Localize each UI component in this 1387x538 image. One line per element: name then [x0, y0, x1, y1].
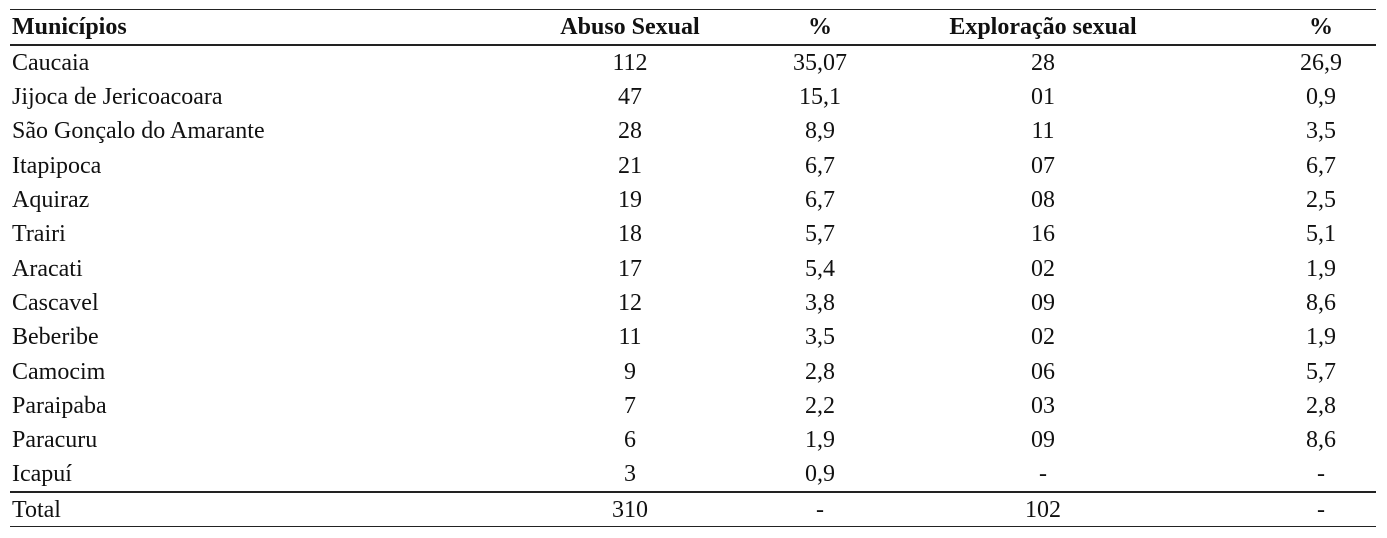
cell-exploracao-percent: 3,5 [1306, 118, 1336, 145]
cell-exploracao-percent: 6,7 [1306, 152, 1336, 179]
cell-exploracao-percent: 5,1 [1306, 221, 1336, 248]
cell-abuso-percent: 2,2 [805, 392, 835, 419]
cell-abuso-percent: 0,9 [805, 461, 835, 488]
cell-exploracao: 03 [1031, 392, 1055, 419]
cell-municipio: Cascavel [12, 289, 99, 316]
table-row: Aracati 17 5,4 02 1,9 [10, 251, 1376, 285]
cell-exploracao: 11 [1031, 118, 1055, 145]
table-row: Aquiraz 19 6,7 08 2,5 [10, 183, 1376, 217]
cell-municipio: Paraipaba [12, 392, 107, 419]
table-total-row: Total 310 - 102 - [10, 491, 1376, 527]
cell-abuso: 21 [618, 152, 642, 179]
cell-abuso-percent: 5,7 [805, 221, 835, 248]
cell-abuso-percent: 3,8 [805, 289, 835, 316]
cell-exploracao: 28 [1031, 50, 1055, 76]
table-row: Paracuru 6 1,9 09 8,6 [10, 423, 1376, 457]
cell-abuso-percent: 6,7 [805, 187, 835, 214]
cell-exploracao-percent: - [1317, 461, 1325, 488]
cell-abuso-percent: 1,9 [805, 427, 835, 454]
cell-exploracao: 01 [1031, 84, 1055, 111]
cell-abuso: 12 [618, 289, 642, 316]
total-abuso-percent: - [750, 491, 910, 527]
cell-abuso: 17 [618, 255, 642, 282]
header-abuso-sexual: Abuso Sexual [470, 9, 750, 46]
cell-exploracao: 06 [1031, 358, 1055, 385]
cell-municipio: Paracuru [12, 427, 98, 454]
cell-exploracao: 16 [1031, 221, 1055, 248]
cell-exploracao: 07 [1031, 152, 1055, 179]
total-abuso: 310 [470, 491, 750, 527]
table-body: Caucaia 112 35,07 28 26,9 Jijoca de Jericoaco… [10, 45, 1376, 492]
cell-municipio: Camocim [12, 358, 106, 385]
cell-municipio: Itapipoca [12, 152, 102, 179]
cell-abuso-percent: 8,9 [805, 118, 835, 145]
table-row: São Gonçalo do Amarante 28 8,9 11 3,5 [10, 114, 1376, 148]
cell-exploracao-percent: 2,5 [1306, 187, 1336, 214]
cell-exploracao: 09 [1031, 289, 1055, 316]
cell-municipio: Jijoca de Jericoacoara [12, 84, 223, 111]
cell-municipio: Trairi [12, 221, 66, 248]
cell-abuso-percent: 2,8 [805, 358, 835, 385]
table-row: Paraipaba 7 2,2 03 2,8 [10, 389, 1376, 423]
cell-abuso-percent: 15,1 [799, 84, 841, 111]
cell-abuso: 28 [618, 118, 642, 145]
cell-exploracao-percent: 26,9 [1300, 50, 1342, 76]
cell-municipio: São Gonçalo do Amarante [12, 118, 265, 145]
cell-abuso-percent: 35,07 [793, 50, 847, 76]
cell-abuso-percent: 5,4 [805, 255, 835, 282]
total-exploracao-percent: - [1156, 491, 1376, 527]
header-municipios: Municípios [10, 9, 470, 46]
cell-municipio: Aquiraz [12, 187, 90, 214]
cell-exploracao: 09 [1031, 427, 1055, 454]
header-abuso-percent: % [750, 9, 910, 46]
table-row: Jijoca de Jericoacoara 47 15,1 01 0,9 [10, 80, 1376, 114]
table-row: Caucaia 112 35,07 28 26,9 [10, 45, 1376, 80]
table-row: Camocim 9 2,8 06 5,7 [10, 354, 1376, 388]
table-row: Icapuí 3 0,9 - - [10, 457, 1376, 492]
cell-abuso: 18 [618, 221, 642, 248]
cell-exploracao-percent: 0,9 [1306, 84, 1336, 111]
cell-exploracao: 02 [1031, 255, 1055, 282]
cell-exploracao-percent: 8,6 [1306, 427, 1336, 454]
cell-exploracao: 08 [1031, 187, 1055, 214]
cell-exploracao-percent: 1,9 [1306, 324, 1336, 351]
header-exploracao-percent: % [1156, 9, 1376, 46]
cell-municipio: Aracati [12, 255, 83, 282]
cell-exploracao-percent: 5,7 [1306, 358, 1336, 385]
cell-exploracao: 02 [1031, 324, 1055, 351]
cell-abuso: 7 [624, 392, 636, 419]
table-row: Itapipoca 21 6,7 07 6,7 [10, 149, 1376, 183]
table-header-row: Municípios Abuso Sexual % Exploração sex… [10, 9, 1376, 46]
cell-municipio: Caucaia [12, 50, 90, 76]
cell-exploracao: - [1039, 461, 1047, 488]
cell-abuso-percent: 3,5 [805, 324, 835, 351]
cell-exploracao-percent: 1,9 [1306, 255, 1336, 282]
cell-abuso: 47 [618, 84, 642, 111]
cell-abuso: 112 [612, 50, 648, 76]
table-row: Beberibe 11 3,5 02 1,9 [10, 320, 1376, 354]
cell-abuso: 19 [618, 187, 642, 214]
total-exploracao: 102 [910, 491, 1156, 527]
cell-abuso: 9 [624, 358, 636, 385]
total-label: Total [10, 491, 470, 527]
header-exploracao-sexual: Exploração sexual [910, 9, 1156, 46]
cell-exploracao-percent: 8,6 [1306, 289, 1336, 316]
cell-municipio: Beberibe [12, 324, 99, 351]
cell-abuso-percent: 6,7 [805, 152, 835, 179]
cell-abuso: 11 [618, 324, 642, 351]
table-row: Trairi 18 5,7 16 5,1 [10, 217, 1376, 251]
table-row: Cascavel 12 3,8 09 8,6 [10, 286, 1376, 320]
cell-abuso: 6 [624, 427, 636, 454]
municipios-table: Municípios Abuso Sexual % Exploração sex… [10, 9, 1376, 527]
data-table-container: Municípios Abuso Sexual % Exploração sex… [10, 9, 1376, 527]
cell-exploracao-percent: 2,8 [1306, 392, 1336, 419]
cell-abuso: 3 [624, 461, 636, 488]
cell-municipio: Icapuí [12, 461, 72, 488]
